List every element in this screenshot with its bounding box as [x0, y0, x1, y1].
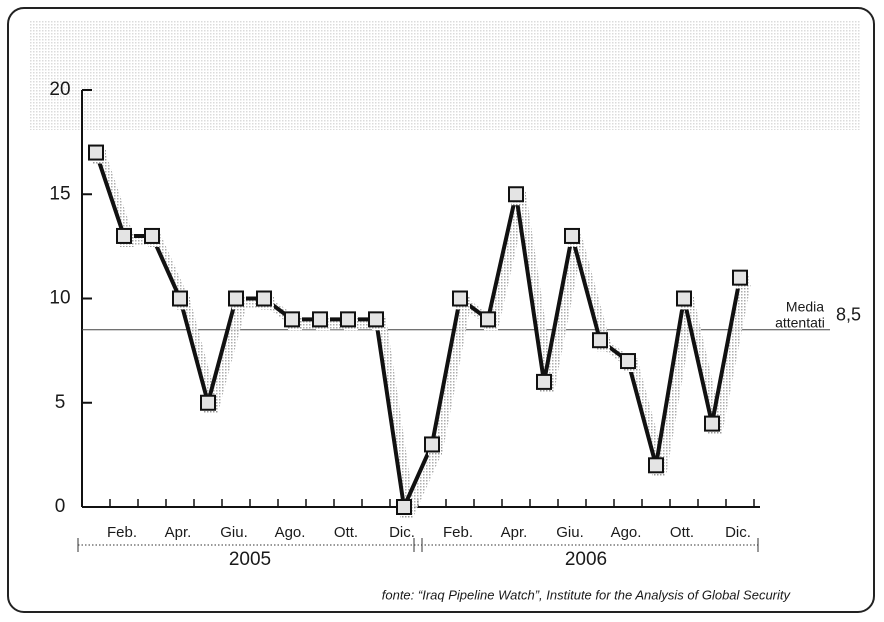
marker [144, 227, 160, 244]
texture [30, 20, 860, 130]
y-tick-label: 5 [55, 392, 66, 413]
marker [592, 332, 608, 349]
x-tick-label: Ott. [670, 524, 694, 541]
x-tick-label: Ott. [334, 524, 358, 541]
marker [732, 269, 748, 286]
marker [256, 290, 272, 307]
marker [480, 311, 496, 328]
marker [396, 499, 412, 515]
marker [620, 353, 636, 370]
x-tick-label: Apr. [501, 524, 528, 541]
group-label: 2005 [229, 549, 271, 570]
marker [704, 415, 720, 432]
frame [7, 7, 875, 613]
y-tick-label: 10 [49, 288, 70, 309]
marker [676, 290, 692, 307]
group-label: 2006 [565, 549, 607, 570]
x-tick-label: Dic. [389, 524, 415, 541]
marker [284, 311, 300, 328]
reference-label: 8,5 [836, 305, 861, 325]
marker [200, 394, 216, 411]
marker [452, 290, 468, 307]
marker [508, 186, 524, 203]
x-tick-label: Giu. [556, 524, 584, 541]
y-tick-label: 20 [49, 79, 70, 100]
marker [228, 290, 244, 307]
marker [424, 436, 440, 453]
x-tick-label: Giu. [220, 524, 248, 541]
y-tick-label: 0 [55, 496, 66, 517]
x-tick-label: Feb. [107, 524, 137, 541]
reference-text: attentati [775, 314, 825, 330]
marker [88, 144, 104, 161]
marker [172, 290, 188, 307]
marker [312, 311, 328, 328]
x-tick-label: Apr. [165, 524, 192, 541]
line [94, 151, 742, 509]
marker [536, 373, 552, 390]
marker [116, 227, 132, 244]
x-tick-label: Ago. [611, 524, 642, 541]
x-tick-label: Dic. [725, 524, 751, 541]
source: fonte: “Iraq Pipeline Watch”, Institute … [382, 587, 792, 602]
marker [564, 227, 580, 244]
marker [648, 457, 664, 474]
marker [368, 311, 384, 328]
x-tick-label: Ago. [275, 524, 306, 541]
x-tick-label: Feb. [443, 524, 473, 541]
y-tick-label: 15 [49, 183, 70, 204]
reference-text: Media [786, 298, 824, 314]
marker [340, 311, 356, 328]
